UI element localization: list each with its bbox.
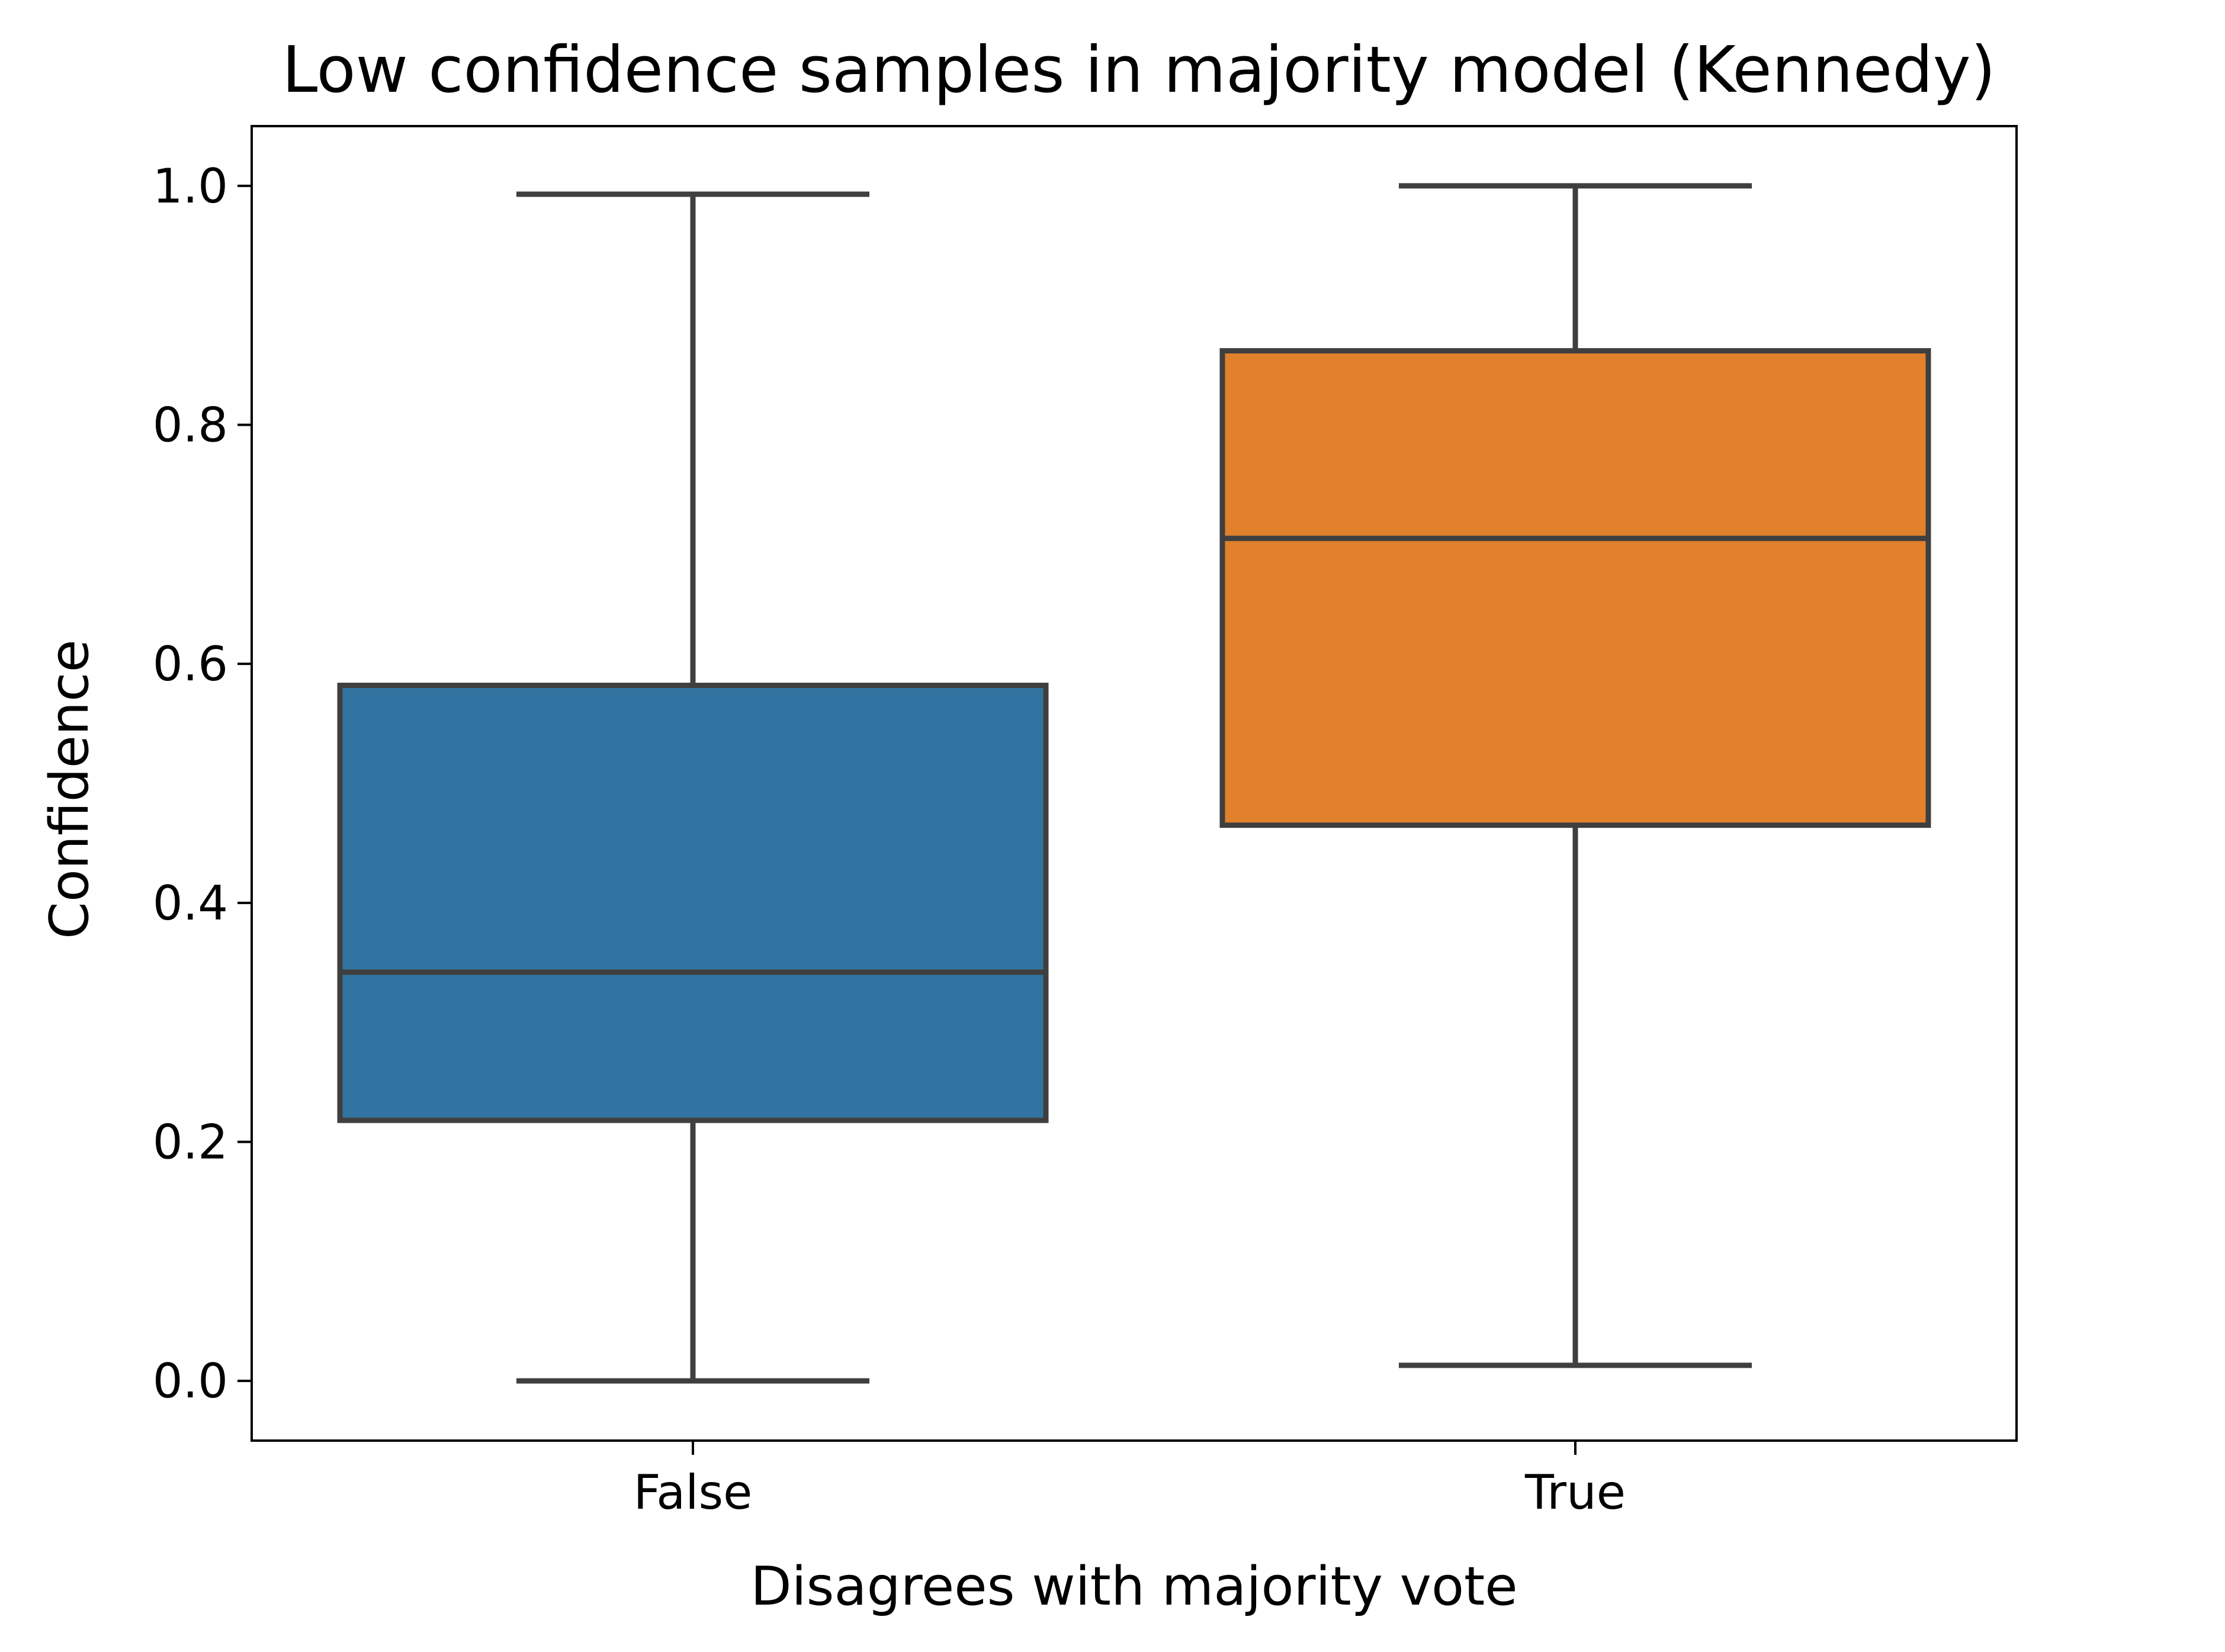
y-tick-label: 1.0	[153, 159, 228, 214]
y-axis-label: Confidence	[38, 639, 101, 939]
box-group-true	[1219, 183, 1931, 1368]
iqr-box-true	[1219, 348, 1931, 828]
axes-layer: 0.0 0.2 0.4 0.6 0.8 1.0 False True	[153, 125, 2018, 1520]
boxes-layer	[337, 183, 1931, 1384]
plot-frame	[251, 125, 2018, 1442]
y-tick-label: 0.2	[153, 1114, 228, 1169]
chart-title: Low confidence samples in majority model…	[282, 33, 1996, 107]
x-tick-label: True	[1524, 1465, 1626, 1520]
x-tick-label: False	[634, 1465, 753, 1520]
y-tick-label: 0.4	[153, 876, 228, 931]
y-tick-label: 0.8	[153, 398, 228, 453]
y-tick-label: 0.6	[153, 637, 228, 692]
iqr-box-false	[337, 683, 1049, 1123]
x-axis-label: Disagrees with majority vote	[750, 1555, 1517, 1618]
box-group-false	[337, 191, 1049, 1384]
y-tick-label: 0.0	[153, 1354, 228, 1409]
